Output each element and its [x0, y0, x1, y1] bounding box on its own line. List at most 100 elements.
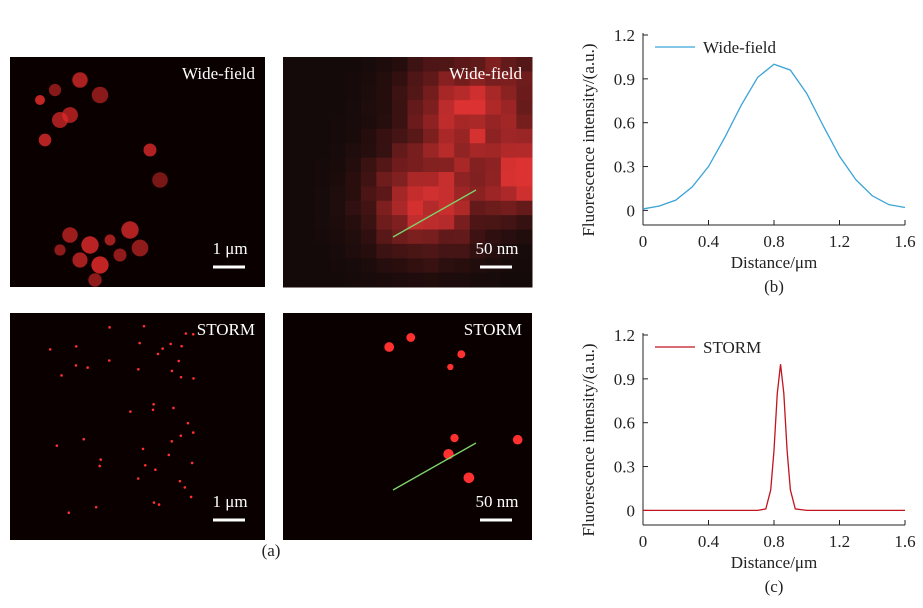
pixel [345, 200, 362, 216]
pixel [360, 243, 377, 259]
x-tick-label: 0 [639, 532, 648, 551]
localization [177, 359, 181, 363]
pixel [407, 258, 424, 274]
localization [107, 359, 111, 362]
localization [82, 437, 86, 441]
pixel [407, 186, 424, 202]
image-label: Wide-field [449, 64, 522, 83]
pixel [438, 143, 455, 159]
pixel [469, 114, 486, 130]
blob [72, 72, 88, 88]
localization [152, 501, 156, 504]
pixel [376, 157, 393, 173]
pixel [454, 258, 471, 274]
x-tick-label: 1.6 [894, 532, 915, 551]
pixel [298, 85, 315, 101]
pixel [454, 157, 471, 173]
pixel [283, 71, 300, 87]
pixel [376, 71, 393, 87]
localization [179, 434, 183, 437]
pixel [516, 57, 533, 72]
pixel [298, 229, 315, 245]
localization [152, 403, 155, 406]
pixel [485, 272, 502, 288]
pixel [438, 258, 455, 274]
pixel [314, 229, 331, 245]
localization [48, 348, 52, 351]
localization [138, 341, 141, 345]
pixel [454, 100, 471, 115]
pixel [345, 157, 362, 173]
pixel [516, 143, 533, 159]
pixel [454, 57, 471, 72]
pixel [314, 85, 331, 101]
pixel [516, 157, 533, 173]
pixel [376, 215, 393, 230]
pixel [329, 258, 346, 274]
pixel [500, 128, 517, 144]
localization [183, 486, 187, 489]
pixel [454, 272, 471, 288]
pixel [329, 143, 346, 159]
pixel [391, 128, 408, 144]
localization [192, 377, 195, 380]
pixel [283, 100, 300, 115]
pixel [345, 272, 362, 288]
pixel [283, 243, 300, 259]
pixel [391, 157, 408, 173]
localization [142, 324, 146, 328]
pixel [423, 215, 440, 230]
pixel [376, 100, 393, 115]
pixel [485, 128, 502, 144]
pixel [283, 186, 300, 202]
x-tick-label: 1.2 [829, 532, 850, 551]
blob [121, 221, 139, 239]
pixel [345, 85, 362, 101]
x-tick-label: 0.4 [698, 232, 720, 251]
pixel [485, 243, 502, 259]
image-panels: Wide-field 1 μm Wide-field 50 nm STORM 1 μm ST… [10, 57, 533, 540]
pixel [423, 71, 440, 87]
pixel [438, 229, 455, 245]
localization [170, 369, 174, 373]
pixel [500, 100, 517, 115]
pixel [469, 157, 486, 173]
pixel [516, 114, 533, 130]
pixel [345, 114, 362, 130]
pixel [391, 215, 408, 230]
localization [74, 345, 78, 348]
pixel [454, 186, 471, 202]
localization [67, 511, 71, 515]
pixel [516, 128, 533, 144]
localization [180, 344, 183, 348]
pixel [423, 243, 440, 259]
pixel [376, 57, 393, 72]
pixel [423, 172, 440, 187]
pixel [360, 200, 377, 216]
blob [48, 83, 62, 97]
pixel [500, 57, 517, 72]
pixel [423, 143, 440, 159]
pixel [500, 71, 517, 87]
pixel [376, 114, 393, 130]
y-tick-label: 0.6 [614, 114, 635, 133]
pixel [345, 243, 362, 259]
pixel [283, 258, 300, 274]
pixel [376, 143, 393, 159]
pixel [485, 200, 502, 216]
blob [91, 86, 109, 104]
pixel [376, 85, 393, 101]
localization [151, 408, 155, 412]
pixel [298, 114, 315, 130]
y-tick-label: 0 [627, 501, 636, 520]
pixel [283, 143, 300, 159]
pixel [438, 243, 455, 259]
pixel [283, 57, 300, 72]
scale-bar-label: 50 nm [476, 239, 519, 258]
pixel [314, 57, 331, 72]
pixel [329, 243, 346, 259]
pixel [438, 272, 455, 288]
scale-bar-label: 1 μm [212, 492, 247, 511]
pixel [469, 57, 486, 72]
